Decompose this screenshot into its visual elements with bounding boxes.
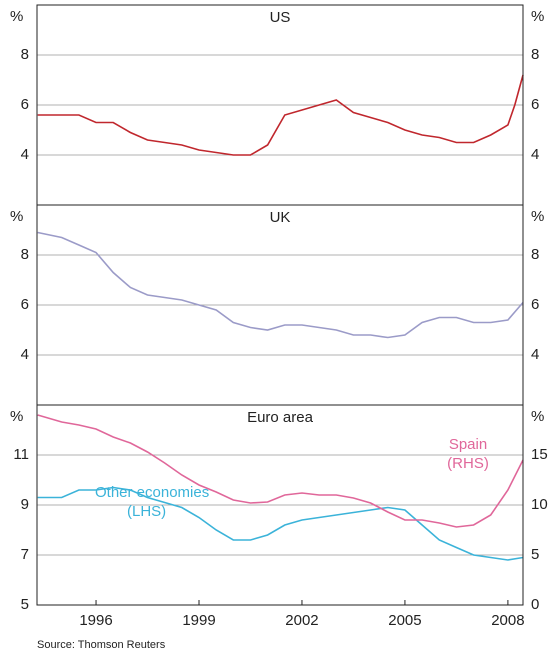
y2-tick-label: 0: [531, 596, 539, 613]
series-line: [37, 414, 524, 528]
panel-title: US: [270, 9, 291, 26]
panel-title: UK: [270, 209, 291, 226]
panel-title: Euro area: [247, 409, 314, 426]
y-axis-label: %: [10, 208, 23, 225]
y-axis-label: %: [10, 408, 23, 425]
y2-tick-label: 15: [531, 446, 548, 463]
series-line: [37, 74, 524, 156]
series-note: (RHS): [447, 455, 489, 472]
y2-tick-label: 4: [531, 146, 539, 163]
x-tick-label: 2002: [285, 612, 318, 629]
y2-tick-label: 8: [531, 246, 539, 263]
series-label: Spain: [449, 436, 487, 453]
y2-axis-label: %: [531, 408, 544, 425]
source: Source: Thomson Reuters: [37, 639, 166, 651]
y2-tick-label: 4: [531, 346, 539, 363]
y2-tick-label: 5: [531, 546, 539, 563]
series-label: Other economies: [95, 484, 209, 501]
y-tick-label: 7: [21, 546, 29, 563]
x-tick-label: 1999: [182, 612, 215, 629]
x-tick-label: 2008: [491, 612, 524, 629]
y-axis-label: %: [10, 8, 23, 25]
y-tick-label: 5: [21, 596, 29, 613]
series-line: [37, 231, 524, 339]
series-line: [37, 486, 524, 561]
y2-axis-label: %: [531, 8, 544, 25]
y-tick-label: 11: [13, 446, 29, 463]
series-note: (LHS): [127, 503, 166, 520]
y-tick-label: 4: [21, 346, 29, 363]
x-tick-label: 1996: [79, 612, 112, 629]
y-tick-label: 8: [21, 246, 29, 263]
y-tick-label: 6: [21, 96, 29, 113]
y-tick-label: 9: [21, 496, 29, 513]
y2-tick-label: 6: [531, 296, 539, 313]
panel-frame: [36, 404, 524, 606]
y2-tick-label: 10: [531, 496, 548, 513]
y2-tick-label: 6: [531, 96, 539, 113]
y2-axis-label: %: [531, 208, 544, 225]
x-tick-label: 2005: [388, 612, 421, 629]
y2-tick-label: 8: [531, 46, 539, 63]
y-tick-label: 8: [21, 46, 29, 63]
y-tick-label: 4: [21, 146, 29, 163]
y-tick-label: 6: [21, 296, 29, 313]
